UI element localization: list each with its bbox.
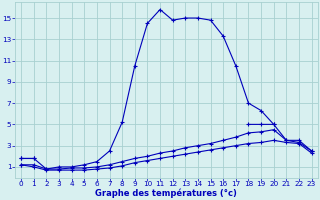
X-axis label: Graphe des températures (°c): Graphe des températures (°c) — [95, 188, 237, 198]
